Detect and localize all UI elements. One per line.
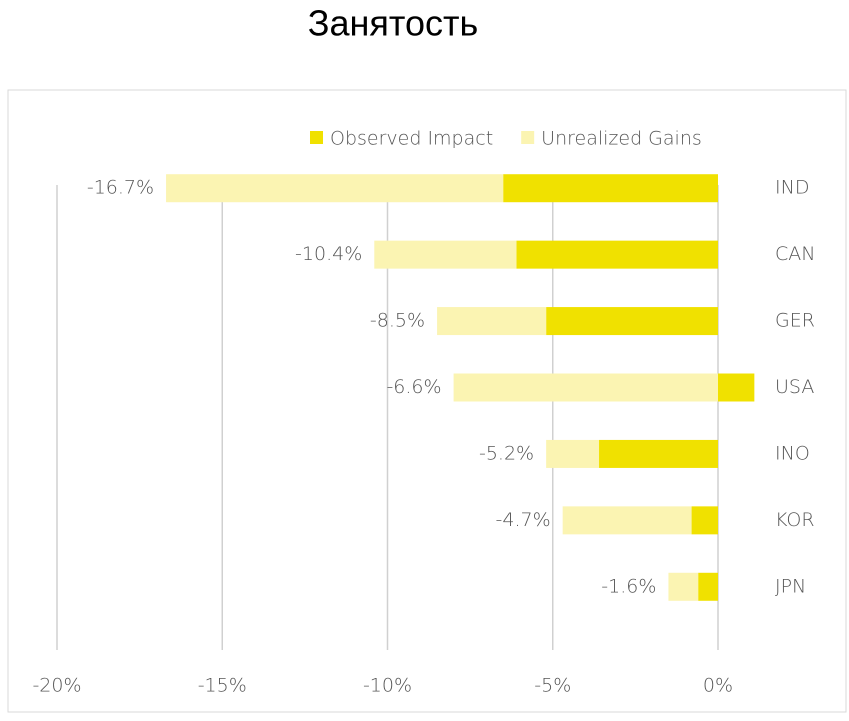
bar [516, 240, 718, 269]
chart-frame [7, 89, 847, 713]
legend-label: Unrealized Gains [541, 128, 702, 150]
y-tick-label: GER [775, 310, 815, 332]
x-tick-label: 0% [703, 675, 733, 697]
bar [562, 506, 692, 535]
bar [546, 307, 718, 336]
y-tick-label: USA [775, 376, 814, 398]
bar [718, 373, 755, 402]
data-label: -6.6% [386, 376, 441, 398]
bar [546, 439, 600, 468]
y-tick-label: KOR [775, 509, 815, 531]
bar [698, 572, 718, 601]
y-tick-label: JPN [775, 575, 806, 597]
data-label: -1.6% [601, 575, 656, 597]
bar [437, 307, 547, 336]
data-label: -8.5% [370, 310, 425, 332]
y-tick-label: INO [775, 442, 810, 464]
bar [691, 506, 718, 535]
data-label: -16.7% [87, 177, 154, 199]
bar [668, 572, 699, 601]
data-label: -10.4% [295, 243, 362, 265]
y-tick-label: IND [775, 177, 809, 199]
x-tick-label: -15% [198, 675, 247, 697]
x-tick-label: -10% [363, 675, 412, 697]
x-tick-label: -5% [534, 675, 571, 697]
bar [503, 174, 718, 203]
bar [166, 174, 504, 203]
legend-swatch [310, 131, 323, 144]
legend-label: Observed Impact [330, 128, 493, 150]
chart-title: Занятость [308, 3, 479, 44]
y-tick-label: CAN [775, 243, 815, 265]
bar [599, 439, 718, 468]
bar [453, 373, 718, 402]
bar [374, 240, 517, 269]
data-label: -5.2% [479, 442, 534, 464]
x-tick-label: -20% [32, 675, 81, 697]
data-label: -4.7% [496, 509, 551, 531]
legend-swatch [521, 131, 535, 144]
